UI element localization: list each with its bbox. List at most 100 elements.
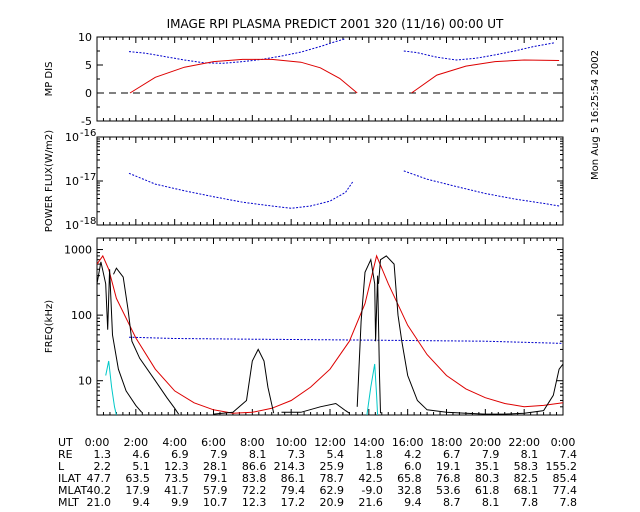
y-tick-exponent: -18 <box>80 216 96 227</box>
table-cell: 7.4 <box>560 448 578 461</box>
table-cell: 58.3 <box>514 460 539 473</box>
table-cell: 85.4 <box>553 472 578 485</box>
table-cell: 4.2 <box>404 448 422 461</box>
table-cell: 62.9 <box>320 484 345 497</box>
panel-1: -5 0 5 10 MP DIS <box>44 31 564 128</box>
series-black-line <box>213 348 275 415</box>
table-cell: 19.1 <box>436 460 461 473</box>
series-red-line <box>97 254 563 414</box>
table-cell: 79.1 <box>203 472 228 485</box>
y-tick-label: 10 <box>65 175 79 188</box>
table-cell: 6.9 <box>171 448 189 461</box>
table-cell: 5.4 <box>327 448 345 461</box>
table-cell: 42.5 <box>358 472 383 485</box>
table-cell: 80.3 <box>475 472 500 485</box>
y-tick-label: 10 <box>78 31 92 44</box>
table-cell: 2:00 <box>123 436 148 449</box>
table-row-label: RE <box>58 448 73 461</box>
table-cell: 7.8 <box>521 496 539 509</box>
table-cell: 79.4 <box>281 484 306 497</box>
table-cell: 7.9 <box>482 448 500 461</box>
series-blue-line <box>403 42 556 61</box>
table-cell: 57.9 <box>203 484 228 497</box>
table-cell: 86.6 <box>242 460 267 473</box>
panel-3: 10 100 1000 FREQ(kHz) <box>44 237 564 416</box>
y-tick-exponent: -17 <box>80 172 96 183</box>
panel-frame <box>96 237 564 416</box>
table-cell: 17.2 <box>281 496 306 509</box>
table-cell: 16:00 <box>392 436 424 449</box>
table-cell: 4.6 <box>132 448 150 461</box>
table-cell: 86.1 <box>281 472 306 485</box>
table-cell: 8.1 <box>521 448 539 461</box>
table-cell: 28.1 <box>203 460 228 473</box>
table-cell: 1.8 <box>365 460 383 473</box>
table-cell: 53.6 <box>436 484 461 497</box>
series-blue-line <box>128 336 563 344</box>
series-red-line <box>129 58 358 94</box>
table-cell: 8.7 <box>443 496 461 509</box>
series-cyan-line <box>366 363 379 415</box>
table-cell: 9.4 <box>132 496 150 509</box>
y-tick-label: 100 <box>71 309 92 322</box>
table-cell: -9.0 <box>361 484 382 497</box>
series-black-line <box>97 261 143 413</box>
series-black-line <box>356 258 381 414</box>
y-tick-exponent: -16 <box>80 128 96 139</box>
series-blue-line <box>403 170 560 207</box>
table-cell: 14:00 <box>353 436 385 449</box>
series-cyan-line <box>105 360 117 415</box>
table-row-label: MLAT <box>58 484 88 497</box>
y-axis-label: POWER FLUX(W/m2) <box>44 130 55 232</box>
table-cell: 32.8 <box>397 484 422 497</box>
table-cell: 20.9 <box>320 496 345 509</box>
table-cell: 8.1 <box>482 496 500 509</box>
table-cell: 155.2 <box>546 460 578 473</box>
table-cell: 17.9 <box>125 484 150 497</box>
table-cell: 9.4 <box>404 496 422 509</box>
table-row-label: L <box>58 460 65 473</box>
table-cell: 8:00 <box>240 436 265 449</box>
ephemeris-table: UTRELILATMLATMLT0:001.32.247.740.221.02:… <box>58 436 577 509</box>
table-cell: 8.1 <box>249 448 267 461</box>
table-cell: 0:00 <box>551 436 576 449</box>
table-cell: 1.8 <box>365 448 383 461</box>
table-cell: 72.2 <box>242 484 267 497</box>
table-cell: 83.8 <box>242 472 267 485</box>
table-cell: 40.2 <box>87 484 112 497</box>
table-cell: 22:00 <box>508 436 540 449</box>
table-cell: 0:00 <box>85 436 110 449</box>
table-row-label: MLT <box>58 496 79 509</box>
series-red-line <box>411 59 560 94</box>
table-cell: 21.6 <box>358 496 383 509</box>
table-row-label: UT <box>58 436 73 449</box>
table-cell: 7.9 <box>210 448 228 461</box>
table-cell: 63.5 <box>125 472 150 485</box>
y-tick-label: -5 <box>81 115 92 128</box>
table-cell: 82.5 <box>514 472 539 485</box>
table-cell: 65.8 <box>397 472 422 485</box>
y-tick-label: 0 <box>85 87 92 100</box>
table-cell: 20:00 <box>469 436 501 449</box>
side-date: Mon Aug 5 16:25:54 2002 <box>590 50 601 180</box>
y-tick-label: 5 <box>85 59 92 72</box>
series-black-line <box>378 255 563 415</box>
series-black-line <box>281 402 350 414</box>
table-cell: 73.5 <box>164 472 189 485</box>
table-cell: 35.1 <box>475 460 500 473</box>
table-cell: 10.7 <box>203 496 228 509</box>
table-cell: 21.0 <box>87 496 112 509</box>
y-tick-label: 10 <box>65 219 79 232</box>
panel-frame <box>96 36 564 122</box>
table-cell: 4:00 <box>162 436 187 449</box>
table-cell: 12.3 <box>164 460 189 473</box>
table-cell: 61.8 <box>475 484 500 497</box>
y-axis-label: FREQ(kHz) <box>44 300 55 353</box>
table-cell: 6.7 <box>443 448 461 461</box>
table-row-label: ILAT <box>58 472 81 485</box>
series-blue-line <box>128 38 346 64</box>
table-cell: 6:00 <box>201 436 226 449</box>
